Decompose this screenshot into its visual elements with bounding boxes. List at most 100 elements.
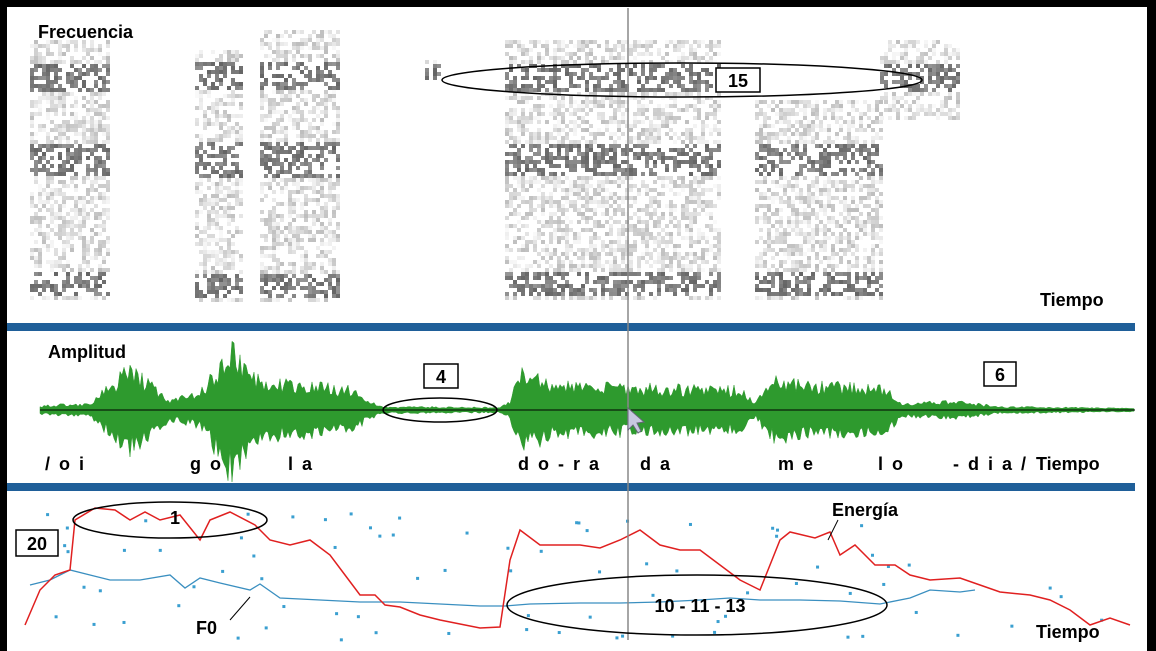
spectrogram-cell bbox=[701, 180, 705, 184]
spectrogram-cell bbox=[509, 56, 513, 60]
spectrogram-cell bbox=[300, 30, 304, 34]
spectrogram-cell bbox=[324, 294, 328, 298]
spectrogram-cell bbox=[589, 168, 593, 172]
spectrogram-cell bbox=[272, 150, 276, 154]
spectrogram-cell bbox=[847, 272, 851, 276]
spectrogram-cell bbox=[641, 280, 645, 284]
spectrogram-cell bbox=[685, 144, 689, 148]
spectrogram-cell bbox=[207, 62, 211, 66]
spectrogram-cell bbox=[863, 256, 867, 260]
spectrogram-cell bbox=[537, 276, 541, 280]
spectrogram-cell bbox=[517, 220, 521, 224]
spectrogram-cell bbox=[106, 208, 110, 212]
spectrogram-cell bbox=[308, 262, 312, 266]
spectrogram-cell bbox=[86, 120, 90, 124]
spectrogram-cell bbox=[66, 232, 70, 236]
spectrogram-cell bbox=[585, 56, 589, 60]
spectrogram-cell bbox=[94, 84, 98, 88]
spectrogram-cell bbox=[803, 212, 807, 216]
spectrogram-cell bbox=[871, 224, 875, 228]
spectrogram-cell bbox=[280, 82, 284, 86]
spectrogram-cell bbox=[78, 212, 82, 216]
spectrogram-cell bbox=[513, 292, 517, 296]
spectrogram-cell bbox=[223, 170, 227, 174]
spectrogram-cell bbox=[300, 178, 304, 182]
spectrogram-cell bbox=[867, 292, 871, 296]
spectrogram-cell bbox=[336, 222, 340, 226]
spectrogram-cell bbox=[807, 248, 811, 252]
spectrogram-cell bbox=[851, 208, 855, 212]
spectrogram-cell bbox=[879, 264, 883, 268]
spectrogram-cell bbox=[90, 196, 94, 200]
spectrogram-cell bbox=[920, 104, 924, 108]
spectrogram-cell bbox=[58, 92, 62, 96]
spectrogram-cell bbox=[637, 144, 641, 148]
spectrogram-cell bbox=[755, 264, 759, 268]
spectrogram-cell bbox=[549, 192, 553, 196]
spectrogram-cell bbox=[336, 138, 340, 142]
spectrogram-cell bbox=[601, 160, 605, 164]
spectrogram-cell bbox=[288, 238, 292, 242]
spectrogram-cell bbox=[541, 184, 545, 188]
spectrogram-cell bbox=[296, 282, 300, 286]
spectrogram-cell bbox=[819, 152, 823, 156]
spectrogram-cell bbox=[276, 50, 280, 54]
spectrogram-cell bbox=[336, 234, 340, 238]
spectrogram-cell bbox=[847, 128, 851, 132]
spectrogram-cell bbox=[260, 234, 264, 238]
spectrogram-cell bbox=[867, 216, 871, 220]
spectrogram-cell bbox=[701, 140, 705, 144]
spectrogram-cell bbox=[799, 156, 803, 160]
spectrogram-cell bbox=[863, 140, 867, 144]
spectrogram-cell bbox=[593, 76, 597, 80]
spectrogram-cell bbox=[613, 108, 617, 112]
spectrogram-cell bbox=[649, 152, 653, 156]
spectrogram-cell bbox=[74, 296, 78, 300]
spectrogram-cell bbox=[30, 68, 34, 72]
spectrogram-cell bbox=[292, 210, 296, 214]
spectrogram-cell bbox=[819, 228, 823, 232]
spectrogram-cell bbox=[819, 248, 823, 252]
spectrogram-cell bbox=[513, 112, 517, 116]
spectrogram-cell bbox=[30, 116, 34, 120]
spectrogram-cell bbox=[328, 174, 332, 178]
spectrogram-cell bbox=[433, 76, 437, 80]
spectrogram-cell bbox=[851, 288, 855, 292]
spectrogram-cell bbox=[215, 242, 219, 246]
spectrogram-cell bbox=[215, 58, 219, 62]
spectrogram-cell bbox=[78, 200, 82, 204]
spectrogram-cell bbox=[673, 168, 677, 172]
spectrogram-cell bbox=[823, 188, 827, 192]
spectrogram-cell bbox=[54, 128, 58, 132]
spectrogram-cell bbox=[513, 280, 517, 284]
spectrogram-cell bbox=[308, 294, 312, 298]
spectrogram-cell bbox=[693, 240, 697, 244]
spectrogram-cell bbox=[320, 38, 324, 42]
spectrogram-cell bbox=[260, 134, 264, 138]
spectrogram-cell bbox=[324, 206, 328, 210]
spectrogram-cell bbox=[867, 116, 871, 120]
spectrogram-cell bbox=[94, 108, 98, 112]
f0-dot bbox=[247, 513, 250, 516]
spectrogram-cell bbox=[195, 274, 199, 278]
spectrogram-cell bbox=[879, 128, 883, 132]
spectrogram-cell bbox=[593, 160, 597, 164]
spectrogram-cell bbox=[791, 208, 795, 212]
spectrogram-cell bbox=[661, 160, 665, 164]
spectrogram-cell bbox=[332, 294, 336, 298]
spectrogram-cell bbox=[82, 96, 86, 100]
spectrogram-cell bbox=[82, 236, 86, 240]
spectrogram-cell bbox=[855, 172, 859, 176]
spectrogram-cell bbox=[783, 252, 787, 256]
spectrogram-cell bbox=[928, 72, 932, 76]
spectrogram-cell bbox=[328, 222, 332, 226]
spectrogram-cell bbox=[296, 174, 300, 178]
spectrogram-cell bbox=[300, 130, 304, 134]
spectrogram-cell bbox=[803, 144, 807, 148]
spectrogram-cell bbox=[811, 208, 815, 212]
spectrogram-cell bbox=[102, 140, 106, 144]
spectrogram-cell bbox=[296, 178, 300, 182]
spectrogram-cell bbox=[705, 156, 709, 160]
spectrogram-cell bbox=[529, 120, 533, 124]
spectrogram-cell bbox=[292, 218, 296, 222]
